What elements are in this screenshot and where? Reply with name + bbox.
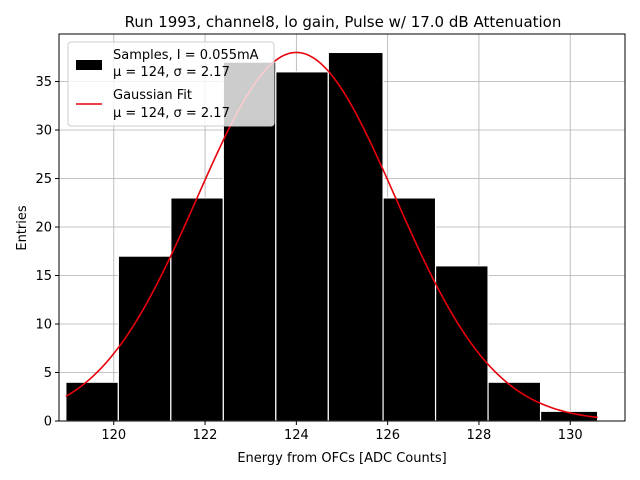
fit-line: [65, 51, 598, 419]
legend-stats-fit: μ = 124, σ = 2.17: [113, 106, 230, 121]
x-axis-ticks: 120 122 124 126 128 130: [101, 421, 583, 443]
x-tick-label-5: 130: [558, 428, 583, 443]
x-tick-label-0: 120: [101, 428, 126, 443]
legend-stats-samples: μ = 124, σ = 2.17: [113, 65, 230, 80]
chart-title: Run 1993, channel8, lo gain, Pulse w/ 17…: [125, 13, 562, 31]
y-tick-label-5: 25: [35, 172, 52, 187]
histogram-bar: [170, 197, 224, 422]
legend: Samples, I = 0.055mA μ = 124, σ = 2.17 G…: [67, 41, 275, 127]
x-tick-label-1: 122: [193, 428, 218, 443]
y-tick-label-6: 30: [35, 124, 52, 139]
histogram-bar: [382, 197, 437, 422]
x-tick-label-4: 128: [467, 428, 492, 443]
y-tick-label-0: 0: [44, 415, 52, 430]
legend-label-samples: Samples, I = 0.055mA: [113, 48, 259, 63]
x-tick-label-2: 124: [284, 428, 309, 443]
histogram-bar: [275, 71, 329, 422]
histogram-bar: [117, 255, 172, 422]
y-tick-label-2: 10: [35, 318, 52, 333]
x-axis-label: Energy from OFCs [ADC Counts]: [237, 451, 446, 466]
legend-box: [67, 41, 275, 127]
histogram-bar: [434, 265, 489, 422]
y-tick-label-1: 5: [44, 366, 52, 381]
histogram-bar: [65, 381, 119, 422]
y-axis-label: Entries: [15, 205, 30, 251]
y-tick-label-7: 35: [35, 75, 52, 90]
y-tick-label-4: 20: [35, 221, 52, 236]
x-tick-label-3: 126: [375, 428, 400, 443]
y-tick-label-3: 15: [35, 269, 52, 284]
legend-label-fit: Gaussian Fit: [113, 88, 192, 103]
histogram-bar: [327, 51, 384, 422]
gaussian-fit-curve: [65, 51, 598, 419]
legend-swatch-samples: [76, 60, 102, 70]
y-axis-ticks: 0 5 10 15 20 25 30 35: [35, 75, 59, 430]
